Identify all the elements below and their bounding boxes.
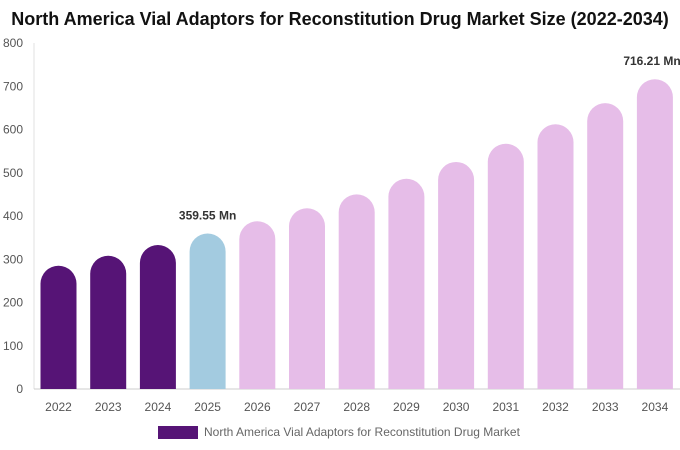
data-label: 359.55 Mn — [179, 208, 236, 222]
y-tick-label: 800 — [3, 36, 23, 50]
bar-2027[interactable] — [289, 208, 325, 389]
bar-2031[interactable] — [487, 143, 524, 389]
x-tick-label: 2027 — [294, 400, 321, 414]
data-label: 716.21 Mn — [623, 54, 680, 68]
x-tick-label: 2024 — [145, 400, 172, 414]
x-tick-label: 2028 — [343, 400, 370, 414]
x-tick-label: 2025 — [194, 400, 221, 414]
bar-2023[interactable] — [90, 255, 127, 389]
bar-2032[interactable] — [537, 124, 574, 390]
x-tick-label: 2022 — [45, 400, 72, 414]
bar-2026[interactable] — [239, 221, 276, 389]
legend-swatch — [158, 425, 198, 439]
bar-2033[interactable] — [587, 103, 624, 390]
bar-2030[interactable] — [438, 161, 475, 389]
x-tick-label: 2034 — [642, 400, 669, 414]
legend: North America Vial Adaptors for Reconsti… — [158, 425, 520, 439]
y-tick-label: 100 — [3, 339, 23, 353]
x-tick-label: 2031 — [492, 400, 519, 414]
y-tick-label: 500 — [3, 166, 23, 180]
x-tick-label: 2030 — [443, 400, 470, 414]
bar-2034[interactable] — [636, 79, 673, 390]
y-tick-label: 400 — [3, 209, 23, 223]
chart-title: North America Vial Adaptors for Reconsti… — [11, 9, 669, 29]
bar-2024[interactable] — [139, 244, 176, 389]
x-tick-label: 2023 — [95, 400, 122, 414]
legend-label: North America Vial Adaptors for Reconsti… — [204, 425, 520, 439]
x-tick-label: 2032 — [542, 400, 569, 414]
bar-2028[interactable] — [338, 194, 375, 389]
y-tick-label: 300 — [3, 252, 23, 266]
y-tick-label: 600 — [3, 123, 23, 137]
x-tick-label: 2026 — [244, 400, 271, 414]
y-tick-label: 0 — [16, 382, 23, 396]
y-tick-label: 700 — [3, 79, 23, 93]
bar-2022[interactable] — [40, 265, 77, 389]
x-tick-label: 2029 — [393, 400, 420, 414]
bar-2029[interactable] — [388, 178, 425, 389]
bar-2025[interactable] — [189, 233, 226, 389]
x-tick-label: 2033 — [592, 400, 619, 414]
y-tick-label: 200 — [3, 296, 23, 310]
